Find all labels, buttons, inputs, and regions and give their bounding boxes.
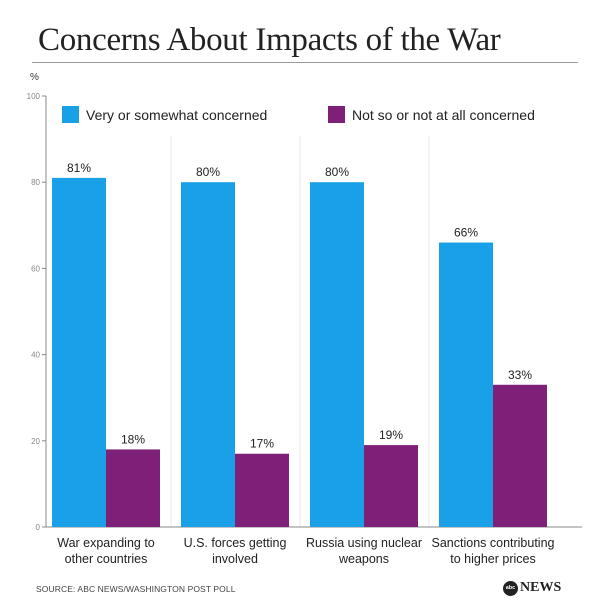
y-tick-label: 80: [31, 178, 40, 187]
bar-concerned: [52, 177, 106, 527]
legend-swatch-2: [328, 106, 345, 123]
legend-label-1: Very or somewhat concerned: [86, 107, 267, 123]
bar-not-concerned: [235, 453, 289, 527]
bar-value-label: 33%: [508, 368, 532, 382]
abc-logo-icon: abc: [503, 580, 518, 596]
bar-value-label: 81%: [67, 161, 91, 175]
title-divider: [32, 62, 578, 63]
bar-value-label: 18%: [121, 432, 145, 446]
bar-concerned: [439, 242, 493, 528]
bar-value-label: 80%: [196, 165, 220, 179]
chart-title: Concerns About Impacts of the War: [38, 22, 501, 58]
bar-value-label: 66%: [454, 226, 478, 240]
bar-not-concerned: [493, 384, 547, 527]
category-label: to higher prices: [450, 552, 535, 566]
bar-value-label: 80%: [325, 165, 349, 179]
bar-concerned: [310, 182, 364, 527]
brand-name: NEWS: [520, 580, 562, 595]
category-label: Russia using nuclear: [306, 536, 422, 550]
category-label: Sanctions contributing: [432, 536, 555, 550]
bar-value-label: 19%: [379, 428, 403, 442]
category-label: other countries: [65, 552, 148, 566]
legend-swatch-1: [62, 106, 79, 123]
source-note: SOURCE: ABC NEWS/WASHINGTON POST POLL: [36, 584, 236, 594]
y-tick-label: 60: [31, 264, 40, 273]
bar-value-label: 17%: [250, 437, 274, 451]
bar-concerned: [181, 182, 235, 527]
y-axis-label: %: [30, 72, 39, 83]
y-tick-label: 40: [31, 351, 40, 360]
category-label: weapons: [338, 552, 389, 566]
bar-not-concerned: [106, 449, 160, 527]
bar-not-concerned: [364, 445, 418, 527]
abc-news-logo: abc NEWS: [503, 580, 561, 596]
y-tick-label: 100: [27, 92, 41, 101]
category-label: U.S. forces getting: [184, 536, 287, 550]
legend-label-2: Not so or not at all concerned: [352, 107, 535, 123]
category-label: involved: [212, 552, 258, 566]
y-tick-label: 20: [31, 437, 40, 446]
y-tick-label: 0: [36, 523, 41, 532]
category-label: War expanding to: [57, 536, 155, 550]
